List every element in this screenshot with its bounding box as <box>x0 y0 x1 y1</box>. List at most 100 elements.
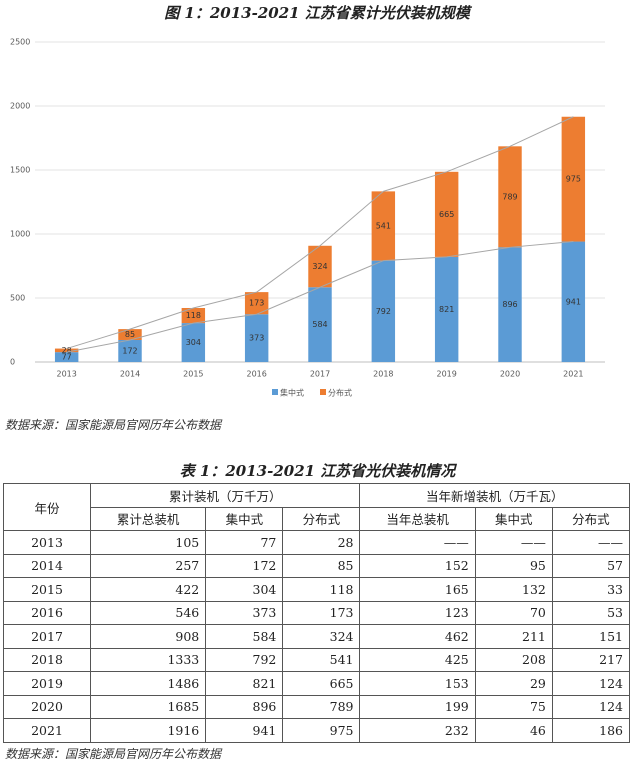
bar-segment <box>498 247 522 362</box>
x-tick-label: 2021 <box>563 370 583 379</box>
table-row: 2019 1486 821 665 153 29 124 <box>3 671 631 696</box>
data-label: 789 <box>502 192 517 201</box>
value-cell: 33 <box>551 577 631 602</box>
year-cell: 2021 <box>3 718 91 743</box>
bar-segment <box>181 307 206 324</box>
value-cell: 118 <box>282 577 361 602</box>
table-source: 数据来源：国家能源局官网历年公布数据 <box>5 747 222 761</box>
bar-segment <box>244 292 269 315</box>
table-title: 表 1：2013-2021 江苏省光伏装机情况 <box>179 462 456 480</box>
data-label: 821 <box>439 305 454 314</box>
year-cell: 2016 <box>3 600 91 625</box>
bar-segment <box>371 260 396 362</box>
header-cell: 集中式 <box>474 506 553 531</box>
header-cell: 当年新增装机（万千瓦） <box>359 483 630 508</box>
value-cell: —— <box>474 530 553 555</box>
trend-line <box>66 116 574 350</box>
bar-segment <box>54 348 79 353</box>
data-label: 941 <box>566 297 581 306</box>
bar-segment <box>118 339 142 362</box>
x-tick-label: 2016 <box>246 370 266 379</box>
value-cell: 173 <box>282 600 361 625</box>
data-label: 665 <box>439 210 454 219</box>
value-cell: 1486 <box>89 671 207 696</box>
value-cell: 151 <box>551 624 631 649</box>
table-row: 2013 105 77 28 —— —— —— <box>3 530 631 555</box>
y-tick-label: 500 <box>10 294 25 303</box>
table-row: 2020 1685 896 789 199 75 124 <box>3 694 631 719</box>
legend-label: 集中式 <box>280 388 304 398</box>
value-cell: 105 <box>89 530 207 555</box>
header-cell: 当年总装机 <box>359 506 476 531</box>
header-cell: 集中式 <box>205 506 284 531</box>
bar-segment <box>561 241 586 362</box>
value-cell: 153 <box>359 671 476 696</box>
value-cell: 665 <box>282 671 361 696</box>
value-cell: 821 <box>205 671 284 696</box>
y-tick-label: 0 <box>10 358 15 367</box>
value-cell: 199 <box>359 694 476 719</box>
year-cell: 2013 <box>3 530 91 555</box>
value-cell: 46 <box>474 718 553 743</box>
value-cell: 1333 <box>89 647 207 672</box>
data-label: 324 <box>312 262 327 271</box>
value-cell: 165 <box>359 577 476 602</box>
value-cell: 57 <box>551 553 631 578</box>
year-cell: 2020 <box>3 694 91 719</box>
data-label: 77 <box>62 353 72 362</box>
bar-segment <box>308 245 332 288</box>
bar-segment <box>498 146 522 248</box>
data-table: 年份 累计装机（万千万） 当年新增装机（万千瓦） 累计总装机 集中式 分布式 当年总装… <box>3 483 631 743</box>
table-row: 2021 1916 941 975 232 46 186 <box>3 718 631 743</box>
table-row: 2014 257 172 85 152 95 57 <box>3 553 631 578</box>
value-cell: 95 <box>474 553 553 578</box>
value-cell: 211 <box>474 624 553 649</box>
year-cell: 2018 <box>3 647 91 672</box>
value-cell: 584 <box>205 624 284 649</box>
value-cell: —— <box>551 530 631 555</box>
value-cell: 462 <box>359 624 476 649</box>
value-cell: 896 <box>205 694 284 719</box>
table-row: 2018 1333 792 541 425 208 217 <box>3 647 631 672</box>
data-label: 541 <box>376 222 391 231</box>
chart-source: 数据来源：国家能源局官网历年公布数据 <box>5 418 222 432</box>
bar-segment <box>434 256 459 362</box>
bar-segment <box>118 329 142 340</box>
x-tick-label: 2020 <box>500 370 520 379</box>
y-tick-label: 1000 <box>10 230 30 239</box>
x-tick-label: 2019 <box>436 370 456 379</box>
value-cell: 257 <box>89 553 207 578</box>
header-cell: 分布式 <box>282 506 361 531</box>
header-cell: 年份 <box>3 483 91 531</box>
x-tick-label: 2014 <box>120 370 140 379</box>
value-cell: 541 <box>282 647 361 672</box>
value-cell: 792 <box>205 647 284 672</box>
bar-segment <box>308 287 332 362</box>
value-cell: 425 <box>359 647 476 672</box>
value-cell: 908 <box>89 624 207 649</box>
data-label: 173 <box>249 299 264 308</box>
header-cell: 累计装机（万千万） <box>89 483 361 508</box>
value-cell: 123 <box>359 600 476 625</box>
y-tick-label: 1500 <box>10 166 30 175</box>
x-tick-label: 2015 <box>183 370 203 379</box>
bar-segment <box>371 191 396 261</box>
table-row: 2016 546 373 173 123 70 53 <box>3 600 631 625</box>
value-cell: 124 <box>551 694 631 719</box>
value-cell: 85 <box>282 553 361 578</box>
year-cell: 2014 <box>3 553 91 578</box>
value-cell: 172 <box>205 553 284 578</box>
value-cell: 1916 <box>89 718 207 743</box>
legend-swatch <box>320 389 326 395</box>
data-label: 584 <box>312 320 327 329</box>
legend-label: 分布式 <box>328 388 352 398</box>
value-cell: 789 <box>282 694 361 719</box>
value-cell: 324 <box>282 624 361 649</box>
value-cell: 975 <box>282 718 361 743</box>
value-cell: —— <box>359 530 476 555</box>
header-cell: 累计总装机 <box>89 506 207 531</box>
data-label: 975 <box>566 175 581 184</box>
value-cell: 373 <box>205 600 284 625</box>
value-cell: 28 <box>282 530 361 555</box>
value-cell: 53 <box>551 600 631 625</box>
